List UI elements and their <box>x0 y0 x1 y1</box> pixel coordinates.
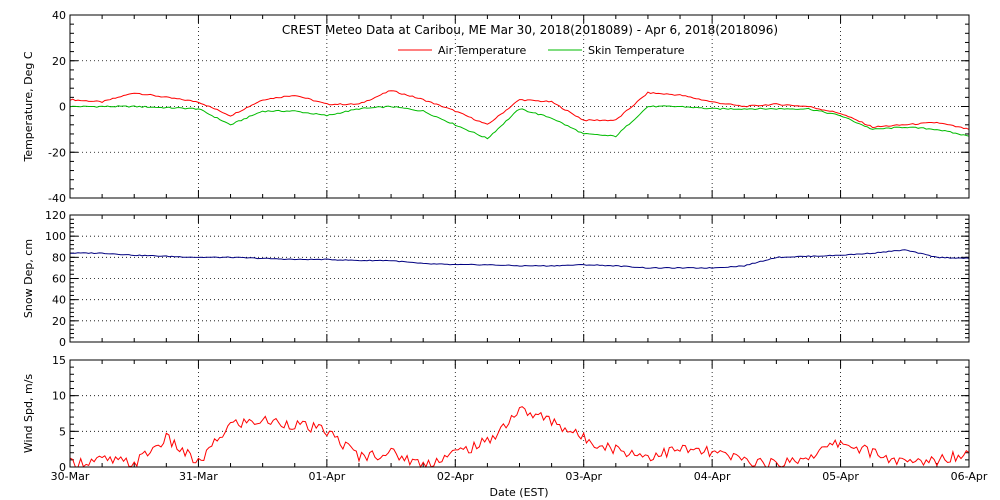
y-tick-label: 60 <box>52 273 66 286</box>
y-tick-label: 40 <box>52 294 66 307</box>
x-tick-label: 02-Apr <box>437 470 474 483</box>
panel-1: -40 -20 0 20 40 Temperature, Deg C <box>22 9 970 205</box>
y-tick-label: 20 <box>52 315 66 328</box>
plot-frame <box>69 359 970 468</box>
plot-frame <box>69 214 970 343</box>
chart-title: CREST Meteo Data at Caribou, ME Mar 30, … <box>282 23 778 37</box>
y-tick-label: 0 <box>59 101 66 114</box>
y-axis-label: Wind Spd, m/s <box>22 374 35 454</box>
legend-label-air: Air Temperature <box>438 44 527 57</box>
y-tick-label: 0 <box>59 461 66 474</box>
y-tick-label: 120 <box>45 209 66 222</box>
x-tick-label: 03-Apr <box>565 470 602 483</box>
x-tick-label: 06-Apr <box>951 470 988 483</box>
y-tick-label: 100 <box>45 230 66 243</box>
x-tick-label: 05-Apr <box>822 470 859 483</box>
legend: Air Temperature Skin Temperature <box>398 44 685 57</box>
y-tick-label: 80 <box>52 251 66 264</box>
legend-label-skin: Skin Temperature <box>588 44 685 57</box>
x-tick-label: 01-Apr <box>308 470 345 483</box>
series-line-wind-speed <box>69 406 970 469</box>
x-tick-label: 30-Mar <box>51 470 90 483</box>
y-axis-label: Snow Dep, cm <box>22 239 35 318</box>
y-axis-label: Temperature, Deg C <box>22 51 35 162</box>
y-tick-label: -40 <box>48 192 66 205</box>
plot-frame <box>69 14 970 199</box>
y-tick-label: 15 <box>52 354 66 367</box>
y-tick-label: 0 <box>59 336 66 349</box>
x-tick-label: 04-Apr <box>694 470 731 483</box>
y-tick-label: -20 <box>48 146 66 159</box>
x-tick-label: 31-Mar <box>179 470 218 483</box>
panel-3: 0 5 10 15 Wind Spd, m/s 30-Mar 31-Mar 01-Apr 02-… <box>22 354 988 483</box>
series-line-air-temperature <box>69 90 970 130</box>
series-line-skin-temperature <box>69 105 970 140</box>
y-tick-label: 5 <box>59 425 66 438</box>
x-axis-label: Date (EST) <box>489 486 548 499</box>
y-tick-label: 10 <box>52 390 66 403</box>
series-line-snow-depth <box>69 249 970 269</box>
y-tick-label: 20 <box>52 55 66 68</box>
panel-2: 0 20 40 60 80 100 120 Snow Dep, cm <box>22 209 970 349</box>
y-tick-label: 40 <box>52 9 66 22</box>
